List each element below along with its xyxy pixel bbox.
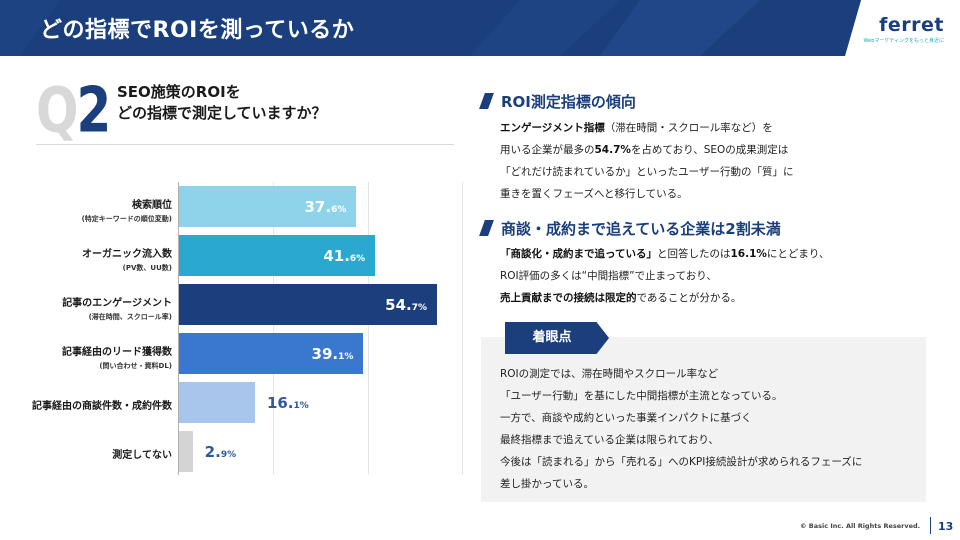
chart-value-label: 39.1% [312,344,354,363]
section2-line: ROI評価の多くは“中間指標”で止まっており、 [500,265,830,287]
header-banner: どの指標でROIを測っているか ferret Webマーケティングをもっと身近に [0,0,960,56]
section1-text: エンゲージメント指標 [500,122,605,134]
question-line-2: どの指標で測定していますか？ [117,104,327,122]
header-decoration [0,0,760,56]
chart-value-dec: 1% [338,352,354,362]
chart-gridline [367,182,369,475]
section2-line: 売上貢献までの接続は限定的であることが分かる。 [500,287,830,309]
chart-category-label: オーガニック流入数 (PV数、UU数) [0,245,172,273]
question-digit: 2 [76,74,112,147]
chart-value-label: 2.9% [205,442,236,461]
chart-category-main: 測定してない [112,450,172,461]
focus-body: ROIの測定では、滞在時間やスクロール率など「ユーザー行動」を基にした中間指標が… [500,363,862,495]
chart-gridline [461,182,463,475]
focus-line: 今後は「読まれる」から「売れる」へのKPI接続設計が求められるフェーズに [500,456,863,468]
section1-text: 重きを置くフェーズへと移行している。 [500,188,688,200]
logo-tagline: Webマーケティングをもっと身近に [863,38,944,44]
chart-value-label: 41.6% [323,246,365,265]
chart-value-dec: 1% [293,401,309,411]
chart-value-label: 16.1% [267,393,309,412]
section2-text: 16.1% [730,248,767,260]
chart-bar [179,186,357,227]
chart-value-int: 39. [311,345,339,363]
chart-category-label: 記事経由の商談件数・成約件数 [0,397,172,412]
focus-line: 一方で、商談や成約といった事業インパクトに基づく [500,412,752,424]
chart-category-main: オーガニック流入数 [82,249,172,260]
focus-line: 差し掛かっている。 [500,478,594,490]
slash-marker-icon [479,93,494,109]
section1-body: エンゲージメント指標（滞在時間・スクロール率など）を 用いる企業が最多の54.7%… [500,117,793,205]
question-text: SEO施策のROIを どの指標で測定していますか？ [117,82,327,124]
chart-value-label: 54.7% [385,295,427,314]
chart-bar [179,235,376,276]
section1-text: を占めており、SEOの成果測定は [630,144,789,156]
footer-divider [930,517,931,534]
chart-category-label: 記事経由のリード獲得数 (問い合わせ・資料DL) [0,343,172,371]
chart-bar [179,431,193,472]
chart-category-sub: (PV数、UU数) [122,264,172,272]
section1-text: （滞在時間・スクロール率など）を [604,122,773,134]
section1-line: 重きを置くフェーズへと移行している。 [500,183,793,205]
chart-category-main: 検索順位 [132,200,172,211]
page-title: どの指標でROIを測っているか [40,18,355,43]
question-line-1: SEO施策のROIを [117,83,241,101]
chart-value-int: 41. [323,247,350,265]
section1-text: 用いる企業が最多の [500,144,595,156]
chart-bar [179,284,437,325]
slash-marker-icon [479,220,494,236]
focus-line: ROIの測定では、滞在時間やスクロール率など [500,368,719,380]
section2-text: 売上貢献までの接続は限定的 [500,292,637,304]
chart-value-label: 37.6% [304,197,346,216]
chart-bar [179,382,255,423]
chart-category-label: 測定してない [0,446,172,461]
section2-heading: 商談・成約まで追えている企業は2割未満 [479,218,781,239]
focus-line: 最終指標まで追えている企業は限られており、 [500,434,719,446]
question-q-letter: Q [36,74,78,147]
section1-line: 用いる企業が最多の54.7%を占めており、SEOの成果測定は [500,139,793,161]
section1-heading: ROI測定指標の傾向 [479,91,636,112]
chart-category-label: 検索順位 (特定キーワードの順位変動) [0,196,172,224]
ferret-logo: ferret [879,14,944,36]
section1-text: 54.7% [594,144,631,156]
section2-heading-text: 商談・成約まで追えている企業は2割未満 [501,220,781,238]
chart-value-int: 54. [385,296,412,314]
chart-value-dec: 6% [349,254,366,264]
section2-body: 「商談化・成約まで追っている」と回答したのは16.1%にとどまり、 ROI評価の多… [500,243,830,309]
chart-value-int: 37. [304,198,332,216]
chart-value-dec: 6% [331,205,347,215]
section1-line: エンゲージメント指標（滞在時間・スクロール率など）を [500,117,793,139]
chart-category-main: 記事経由の商談件数・成約件数 [32,401,172,412]
copyright: © Basic Inc. All Rights Reserved. [800,522,921,530]
chart-axis [178,182,179,475]
chart-category-main: 記事経由のリード獲得数 [62,347,172,358]
chart-bar [179,333,364,374]
chart-value-dec: 9% [220,450,237,460]
section2-text: ROI評価の多くは“中間指標”で止まっており、 [500,270,717,282]
section2-line: 「商談化・成約まで追っている」と回答したのは16.1%にとどまり、 [500,243,830,265]
section2-text: と回答したのは [656,248,731,260]
chart-category-sub: (特定キーワードの順位変動) [81,215,172,223]
focus-line: 「ユーザー行動」を基にした中間指標が主流となっている。 [500,390,783,402]
logo-panel [845,0,960,56]
chart-gridline [273,182,275,475]
section2-text: 「商談化・成約まで追っている」 [500,248,657,260]
section1-text: 「どれだけ読まれているか」といったユーザー行動の「質」に [500,166,794,178]
chart-category-main: 記事のエンゲージメント [62,298,172,309]
chart-category-label: 記事のエンゲージメント (滞在時間、スクロール率) [0,294,172,322]
section2-text: にとどまり、 [766,248,830,260]
page-number: 13 [938,520,954,533]
section2-text: であることが分かる。 [636,292,742,304]
chart-value-int: 16. [266,394,294,412]
section1-heading-text: ROI測定指標の傾向 [501,93,636,111]
chart-category-sub: (問い合わせ・資料DL) [99,362,172,370]
chart-category-sub: (滞在時間、スクロール率) [88,313,172,321]
focus-tab: 着眼点 [505,322,609,354]
focus-box [481,337,926,502]
question-divider [36,144,454,145]
question-number: Q2 [36,74,112,147]
chart-value-int: 2. [204,443,221,461]
section1-line: 「どれだけ読まれているか」といったユーザー行動の「質」に [500,161,793,183]
chart-value-dec: 7% [411,303,427,313]
